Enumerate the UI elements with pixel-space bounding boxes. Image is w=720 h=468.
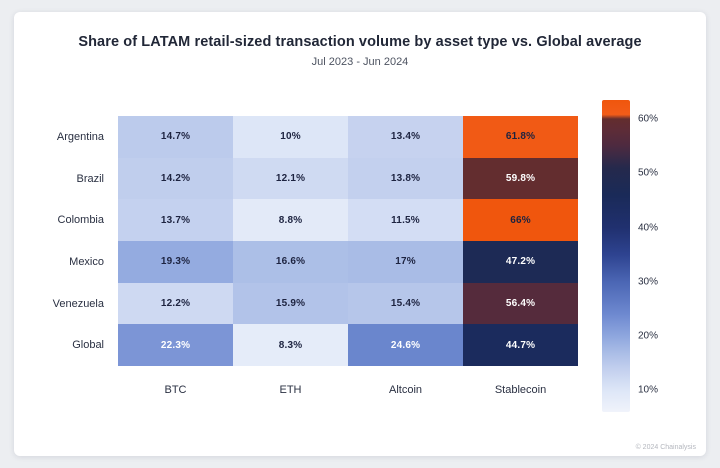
heatmap-cell-mexico-eth: 16.6% (233, 241, 348, 283)
heatmap-cell-global-btc: 22.3% (118, 324, 233, 367)
heatmap-column-labels: BTC ETH Altcoin Stablecoin (14, 368, 578, 396)
heatmap-cell-brazil-stablecoin: 59.8% (463, 157, 578, 200)
heatmap-cell-venezuela-btc: 12.2% (118, 282, 233, 325)
chart-title: Share of LATAM retail-sized transaction … (78, 34, 642, 50)
col-label-eth: ETH (279, 384, 302, 396)
colorbar-tick-50: 50% (638, 167, 659, 179)
heatmap-cell-colombia-btc: 13.7% (118, 199, 233, 242)
chart-card: Share of LATAM retail-sized transaction … (14, 12, 706, 456)
chart-subtitle: Jul 2023 - Jun 2024 (311, 56, 409, 68)
col-label-altcoin: Altcoin (388, 384, 423, 396)
copyright-credit: © 2024 Chainalysis (635, 444, 696, 451)
heatmap-cell-colombia-altcoin: 11.5% (348, 199, 463, 242)
heatmap-cell-mexico-stablecoin: 47.2% (463, 241, 578, 283)
heatmap-cell-argentina-btc: 14.7% (118, 116, 233, 158)
row-label-global: Global (72, 339, 104, 352)
heatmap-cell-colombia-stablecoin: 66% (463, 199, 578, 242)
heatmap-cell-argentina-stablecoin: 61.8% (463, 116, 578, 158)
heatmap-cell-argentina-eth: 10% (233, 116, 348, 158)
heatmap-cell-venezuela-eth: 15.9% (233, 282, 348, 325)
heatmap-cell-global-altcoin: 24.6% (348, 324, 463, 367)
heatmap-cell-global-eth: 8.3% (233, 324, 348, 367)
colorbar: 60% 50% 40% 30% 20% 10% (602, 100, 686, 412)
col-label-stablecoin: Stablecoin (494, 384, 547, 396)
heatmap-cell-argentina-altcoin: 13.4% (348, 116, 463, 158)
heatmap-cell-colombia-eth: 8.8% (233, 199, 348, 242)
heatmap-cell-brazil-altcoin: 13.8% (348, 157, 463, 200)
colorbar-tick-30: 30% (638, 276, 659, 288)
colorbar-gradient (602, 100, 630, 412)
col-label-btc: BTC (164, 384, 187, 396)
heatmap-cell-mexico-altcoin: 17% (348, 241, 463, 283)
row-label-venezuela: Venezuela (52, 297, 104, 310)
heatmap-cell-brazil-btc: 14.2% (118, 157, 233, 200)
heatmap-cell-venezuela-altcoin: 15.4% (348, 282, 463, 325)
heatmap-grid: Argentina 14.7% 10% 13.4% 61.8% Brazil 14.2% 12… (14, 116, 578, 367)
heatmap-cell-venezuela-stablecoin: 56.4% (463, 282, 578, 325)
row-label-brazil: Brazil (76, 172, 104, 185)
colorbar-tick-labels: 60% 50% 40% 30% 20% 10% (602, 100, 686, 412)
heatmap-cell-brazil-eth: 12.1% (233, 157, 348, 200)
heatmap-cell-mexico-btc: 19.3% (118, 241, 233, 283)
row-label-mexico: Mexico (69, 255, 104, 268)
colorbar-tick-20: 20% (638, 330, 659, 342)
colorbar-tick-60: 60% (638, 113, 659, 125)
colorbar-tick-10: 10% (638, 384, 659, 396)
colorbar-tick-40: 40% (638, 222, 659, 233)
row-label-argentina: Argentina (56, 130, 104, 143)
row-label-colombia: Colombia (57, 214, 104, 227)
heatmap-cell-global-stablecoin: 44.7% (463, 324, 578, 367)
